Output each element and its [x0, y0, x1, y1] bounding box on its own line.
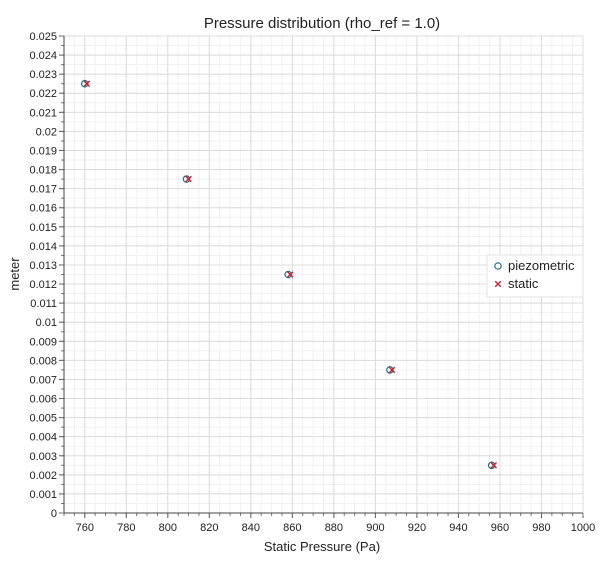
x-tick-label: 840 — [242, 522, 260, 534]
y-tick-label: 0.016 — [29, 203, 57, 215]
y-tick-label: 0.015 — [29, 222, 57, 234]
data-point-static — [185, 175, 192, 183]
x-tick-label: 760 — [76, 522, 94, 534]
x-marker-stroke — [494, 280, 502, 288]
y-tick-label: 0.011 — [30, 298, 57, 310]
x-tick-label: 960 — [491, 522, 509, 534]
x-tick-label: 780 — [117, 522, 135, 534]
y-tick-label: 0.024 — [29, 50, 57, 62]
data-point-piezometric — [80, 79, 89, 88]
y-tick-label: 0.002 — [29, 470, 57, 482]
x-marker-stroke — [490, 462, 498, 469]
legend-label-static: static — [508, 276, 539, 291]
y-tick-label: 0 — [51, 508, 57, 520]
y-tick-label: 0.021 — [29, 107, 57, 119]
x-tick-label: 860 — [283, 522, 301, 534]
axes — [59, 35, 584, 518]
y-tick-label: 0.004 — [29, 432, 57, 444]
y-tick-label: 0.003 — [29, 451, 57, 463]
x-axis-label: Static Pressure (Pa) — [264, 539, 380, 554]
x-tick-label: 980 — [532, 522, 550, 534]
y-tick-label: 0.023 — [29, 69, 57, 81]
data-point-static — [490, 462, 498, 469]
x-tick-label: 820 — [200, 522, 218, 534]
data-point-piezometric — [284, 270, 293, 279]
x-tick-label: 900 — [366, 522, 384, 534]
legend-label-piezometric: piezometric — [508, 258, 575, 273]
chart-title: Pressure distribution (rho_ref = 1.0) — [204, 15, 440, 32]
x-marker-stroke — [286, 271, 294, 278]
y-tick-label: 0.006 — [29, 394, 57, 406]
x-tick-label: 920 — [408, 522, 426, 534]
x-marker-stroke — [185, 175, 192, 183]
y-tick-label: 0.009 — [29, 336, 57, 348]
x-marker-stroke — [388, 366, 396, 374]
data-point-piezometric — [487, 461, 496, 470]
data-point-piezometric — [182, 175, 191, 183]
legend-marker-piezometric — [494, 262, 502, 270]
x-tick-label: 940 — [449, 522, 467, 534]
y-tick-label: 0.013 — [29, 260, 57, 272]
y-tick-label: 0.008 — [29, 355, 57, 367]
x-marker-stroke — [83, 80, 91, 87]
grid — [63, 35, 584, 514]
x-tick-label: 1000 — [571, 522, 595, 534]
y-tick-label: 0.017 — [29, 184, 57, 196]
y-tick-label: 0.012 — [29, 279, 57, 291]
y-tick-label: 0.005 — [29, 413, 57, 425]
x-tick-label: 800 — [159, 522, 177, 534]
y-tick-label: 0.02 — [36, 126, 57, 138]
legend-frame — [486, 254, 584, 298]
y-tick-label: 0.025 — [29, 31, 57, 43]
y-tick-label: 0.019 — [29, 145, 57, 157]
y-tick-label: 0.018 — [29, 165, 57, 177]
legend-marker-static — [494, 280, 502, 288]
tick-labels: 760 780 800 820 840 860 880 900 920 940 960 980 1000… — [29, 31, 595, 534]
y-tick-label: 0.01 — [36, 317, 57, 329]
y-tick-label: 0.007 — [29, 374, 57, 386]
legend: piezometric static — [486, 254, 584, 298]
y-tick-label: 0.014 — [29, 241, 57, 253]
data-point-piezometric — [386, 366, 394, 374]
legend-x-marker — [494, 280, 502, 288]
data-point-static — [83, 80, 91, 87]
data-point-static — [286, 271, 294, 278]
x-tick-label: 880 — [325, 522, 343, 534]
data-points — [80, 79, 498, 470]
data-point-static — [388, 366, 396, 374]
y-tick-label: 0.001 — [29, 489, 57, 501]
y-axis-label: meter — [7, 257, 22, 291]
y-tick-label: 0.022 — [29, 88, 57, 100]
